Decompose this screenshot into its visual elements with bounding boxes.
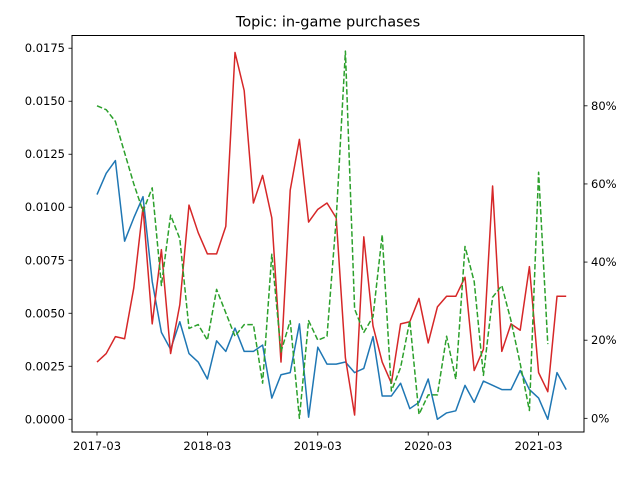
x-tick-label: 2021-03	[515, 439, 563, 453]
y-left-tick-label: 0.0075	[25, 253, 65, 267]
x-tick-label: 2017-03	[73, 439, 121, 453]
y-left-tick-label: 0.0050	[25, 306, 65, 320]
series-line-3	[96, 50, 549, 420]
y-left-tick-label: 0.0125	[25, 147, 65, 161]
x-tick-label: 2018-03	[183, 439, 231, 453]
y-axis-right: 0% 20% 40% 60% 80%	[584, 99, 617, 425]
y-right-tick-label: 60%	[591, 177, 617, 191]
y-axis-left: 0.0000 0.0025 0.0050 0.0075 0.0100 0.0125 0.01…	[25, 41, 72, 426]
series-line-2	[96, 51, 567, 416]
chart-title: Topic: in-game purchases	[235, 15, 420, 31]
y-left-tick-label: 0.0100	[25, 200, 65, 214]
y-right-tick-label: 0%	[591, 411, 609, 425]
series-line-1	[96, 159, 567, 421]
y-left-tick-label: 0.0025	[25, 359, 65, 373]
y-right-tick-label: 80%	[591, 99, 617, 113]
y-right-tick-label: 40%	[591, 255, 617, 269]
y-left-tick-label: 0.0175	[25, 41, 65, 55]
y-left-tick-label: 0.0000	[25, 412, 65, 426]
y-left-tick-label: 0.0150	[25, 94, 65, 108]
y-right-tick-label: 20%	[591, 333, 617, 347]
x-axis: 2017-03 2018-03 2019-03 2020-03 2021-03	[73, 432, 563, 453]
plot-lines	[96, 50, 567, 421]
x-tick-label: 2019-03	[294, 439, 342, 453]
x-tick-label: 2020-03	[404, 439, 452, 453]
plot-frame	[71, 35, 585, 433]
